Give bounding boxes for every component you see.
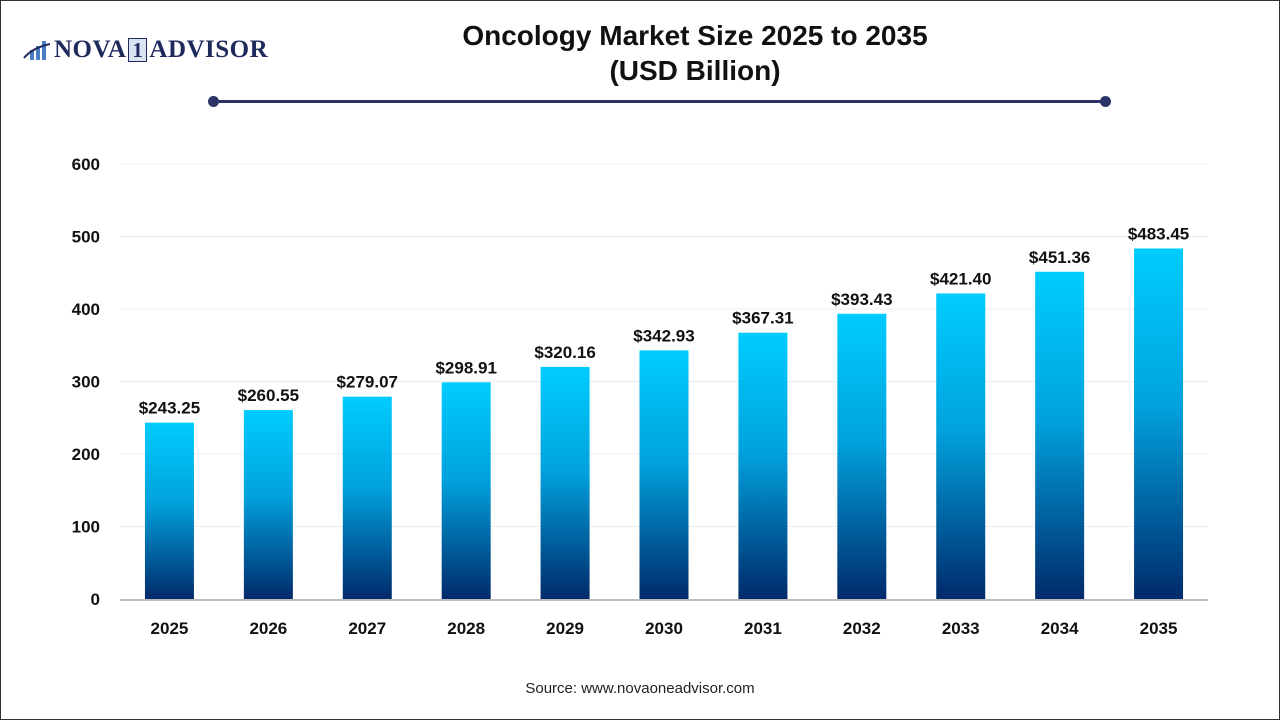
x-tick-label: 2033 <box>942 619 980 638</box>
y-tick-label: 200 <box>72 445 100 464</box>
x-tick-label: 2028 <box>447 619 485 638</box>
logo-text-nova: NOVA <box>54 36 127 63</box>
bar <box>936 293 986 599</box>
chart-title-line1: Oncology Market Size 2025 to 2035 <box>462 20 928 51</box>
data-label: $367.31 <box>732 309 793 328</box>
y-tick-label: 500 <box>72 228 100 247</box>
data-label: $393.43 <box>831 290 892 309</box>
data-label: $320.16 <box>534 343 595 362</box>
logo-text-one: 1 <box>128 38 148 62</box>
chart-title-line2: (USD Billion) <box>609 55 781 86</box>
x-tick-label: 2032 <box>843 619 881 638</box>
y-tick-label: 400 <box>72 300 100 319</box>
logo-text-advisor: ADVISOR <box>149 36 269 63</box>
bar <box>738 332 788 599</box>
bar <box>144 422 194 599</box>
data-label: $243.25 <box>139 399 200 418</box>
data-label: $483.45 <box>1128 224 1189 243</box>
data-label: $260.55 <box>238 386 299 405</box>
bar <box>243 410 293 599</box>
x-tick-label: 2025 <box>151 619 189 638</box>
bar <box>540 366 590 599</box>
bar <box>1035 271 1085 599</box>
bar <box>441 382 491 599</box>
y-tick-label: 300 <box>72 373 100 392</box>
data-label: $342.93 <box>633 326 694 345</box>
y-tick-label: 600 <box>72 155 100 174</box>
x-tick-label: 2034 <box>1041 619 1079 638</box>
bar <box>639 350 689 599</box>
data-label: $279.07 <box>337 373 398 392</box>
x-tick-label: 2035 <box>1140 619 1178 638</box>
source-note: Source: www.novaoneadvisor.com <box>525 680 755 697</box>
chart-title: Oncology Market Size 2025 to 2035 (USD B… <box>370 18 1020 88</box>
data-label: $298.91 <box>435 358 496 377</box>
bar <box>342 396 392 599</box>
divider-dot-right <box>1100 96 1111 107</box>
bar <box>1134 248 1184 599</box>
x-tick-label: 2029 <box>546 619 584 638</box>
title-divider <box>213 100 1106 103</box>
data-label: $421.40 <box>930 269 991 288</box>
y-tick-label: 0 <box>91 590 100 609</box>
x-tick-label: 2030 <box>645 619 683 638</box>
x-tick-label: 2027 <box>348 619 386 638</box>
x-tick-label: 2031 <box>744 619 782 638</box>
divider-dot-left <box>208 96 219 107</box>
x-tick-label: 2026 <box>249 619 287 638</box>
bar-chart-logo-icon <box>23 41 51 60</box>
data-label: $451.36 <box>1029 248 1090 267</box>
logo: NOVA 1 ADVISOR <box>22 36 268 64</box>
bar <box>837 313 887 599</box>
y-tick-label: 100 <box>72 518 100 537</box>
